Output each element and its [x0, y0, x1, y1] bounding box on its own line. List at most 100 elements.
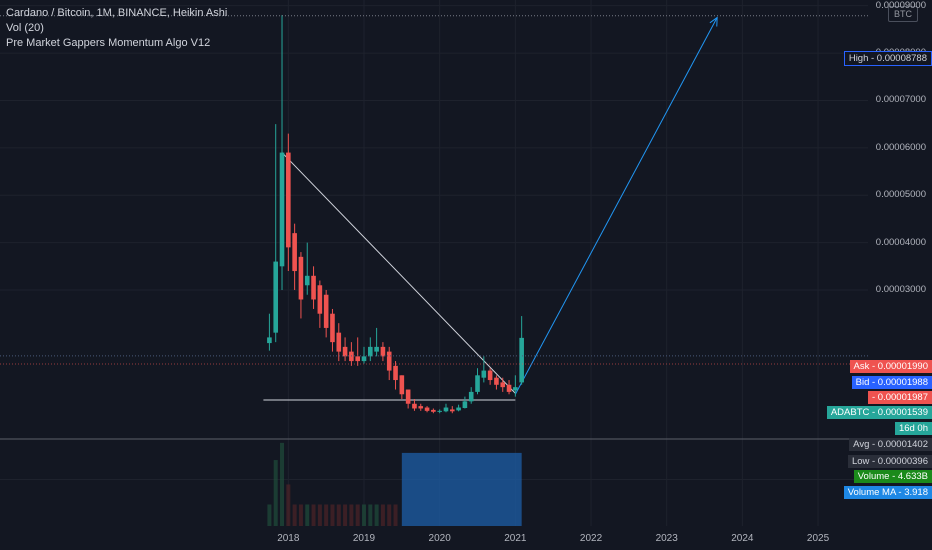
- volume-bar: [298, 504, 303, 526]
- candle-body: [368, 346, 373, 357]
- volume-bar: [267, 504, 272, 526]
- candle: [368, 337, 373, 362]
- candle: [418, 403, 424, 411]
- volume-ma-price-tag: Volume MA - 3.918: [843, 486, 932, 499]
- candle: [336, 323, 342, 362]
- time-tick-label: 2019: [352, 533, 376, 544]
- candle: [431, 408, 436, 414]
- candle: [399, 375, 405, 400]
- candle-body: [361, 356, 367, 362]
- candle: [355, 337, 360, 366]
- candle-body: [273, 261, 279, 333]
- volume-indicator-label[interactable]: Vol (20): [6, 22, 44, 34]
- volume-bar: [305, 504, 310, 526]
- price-tick-label: 0.00009000: [875, 0, 926, 11]
- candle-body: [355, 356, 360, 362]
- candle: [494, 375, 499, 390]
- volume-bar: [362, 504, 366, 526]
- time-tick-label: 2022: [579, 533, 603, 544]
- candle-body: [267, 337, 272, 344]
- algo-indicator-label[interactable]: Pre Market Gappers Momentum Algo V12: [6, 37, 211, 49]
- adabtc-price-tag: ADABTC - 0.00001539: [826, 406, 932, 419]
- candle-body: [317, 285, 323, 314]
- volume-bar: [324, 504, 329, 526]
- candle-body: [443, 407, 449, 412]
- volume-bar: [343, 504, 348, 526]
- candle: [393, 361, 398, 390]
- volume-bar: [349, 504, 354, 526]
- symbol-title[interactable]: Cardano / Bitcoin, 1M, BINANCE, Heikin A…: [6, 7, 228, 19]
- trendline: [281, 152, 516, 394]
- candle: [443, 403, 449, 413]
- candle: [298, 252, 304, 319]
- volume-bar: [330, 504, 335, 526]
- candle-body: [304, 275, 310, 286]
- candle: [449, 406, 455, 414]
- candle-body: [393, 365, 398, 381]
- candle-body: [462, 401, 468, 409]
- volume-bar: [286, 484, 291, 526]
- candle: [286, 133, 291, 272]
- candle-body: [298, 256, 304, 300]
- candle-body: [412, 403, 417, 409]
- candle: [500, 377, 506, 392]
- avg-price-tag: Avg - 0.00001402: [849, 438, 932, 451]
- candle: [323, 290, 329, 338]
- candle-body: [336, 332, 342, 352]
- candle-body: [399, 375, 405, 395]
- candle: [513, 375, 518, 397]
- time-tick-label: 2025: [806, 533, 830, 544]
- volume-bar: [387, 504, 392, 526]
- forecast-arrow: [514, 17, 718, 395]
- price-tick-label: 0.00005000: [875, 189, 926, 201]
- candle: [349, 342, 354, 366]
- candle: [292, 223, 297, 291]
- price-tick-label: 0.00003000: [875, 284, 926, 295]
- candle-body: [481, 370, 487, 378]
- candle-body: [456, 407, 461, 411]
- candle-body: [330, 313, 335, 343]
- ask-price-tag: Ask - 0.00001990: [849, 360, 932, 373]
- chart-legend: Cardano / Bitcoin, 1M, BINANCE, Heikin A…: [6, 6, 227, 51]
- candle: [304, 242, 310, 295]
- bid-price-tag: Bid - 0.00001988: [851, 376, 932, 389]
- drawing-tools: [263, 16, 718, 401]
- candle: [279, 15, 285, 291]
- volume-bar: [311, 504, 316, 526]
- candle-body: [506, 384, 512, 392]
- candle: [273, 124, 279, 343]
- candle: [437, 409, 442, 414]
- volume-ma-area: [401, 452, 522, 526]
- time-tick-label: 2024: [731, 533, 754, 544]
- volume-bar: [336, 504, 341, 526]
- volume-bar: [374, 504, 379, 526]
- volume-bar: [292, 504, 297, 526]
- candle: [342, 337, 348, 362]
- currency-badge[interactable]: BTC: [888, 6, 918, 22]
- volume-bar: [393, 504, 398, 526]
- high-price-tag: High - 0.00008788: [843, 51, 932, 66]
- volume-bar: [273, 460, 278, 526]
- candle: [456, 404, 461, 412]
- forecast-arrow-head: [709, 16, 718, 27]
- candle: [475, 368, 480, 395]
- volume-bar: [380, 504, 385, 526]
- candle-body: [386, 351, 392, 371]
- candle-body: [342, 346, 348, 357]
- candle: [330, 308, 335, 352]
- candle: [412, 399, 417, 411]
- candle: [481, 356, 487, 383]
- candle-body: [513, 387, 518, 391]
- candle-body: [449, 409, 455, 412]
- candle: [311, 266, 316, 309]
- candle-body: [519, 337, 524, 383]
- candle-body: [487, 370, 493, 381]
- volume-bars: [267, 442, 522, 526]
- candle-body: [279, 152, 285, 267]
- candle-body: [405, 389, 411, 404]
- candle-body: [323, 294, 329, 328]
- time-tick-label: 2020: [428, 533, 451, 544]
- candle-body: [468, 391, 474, 402]
